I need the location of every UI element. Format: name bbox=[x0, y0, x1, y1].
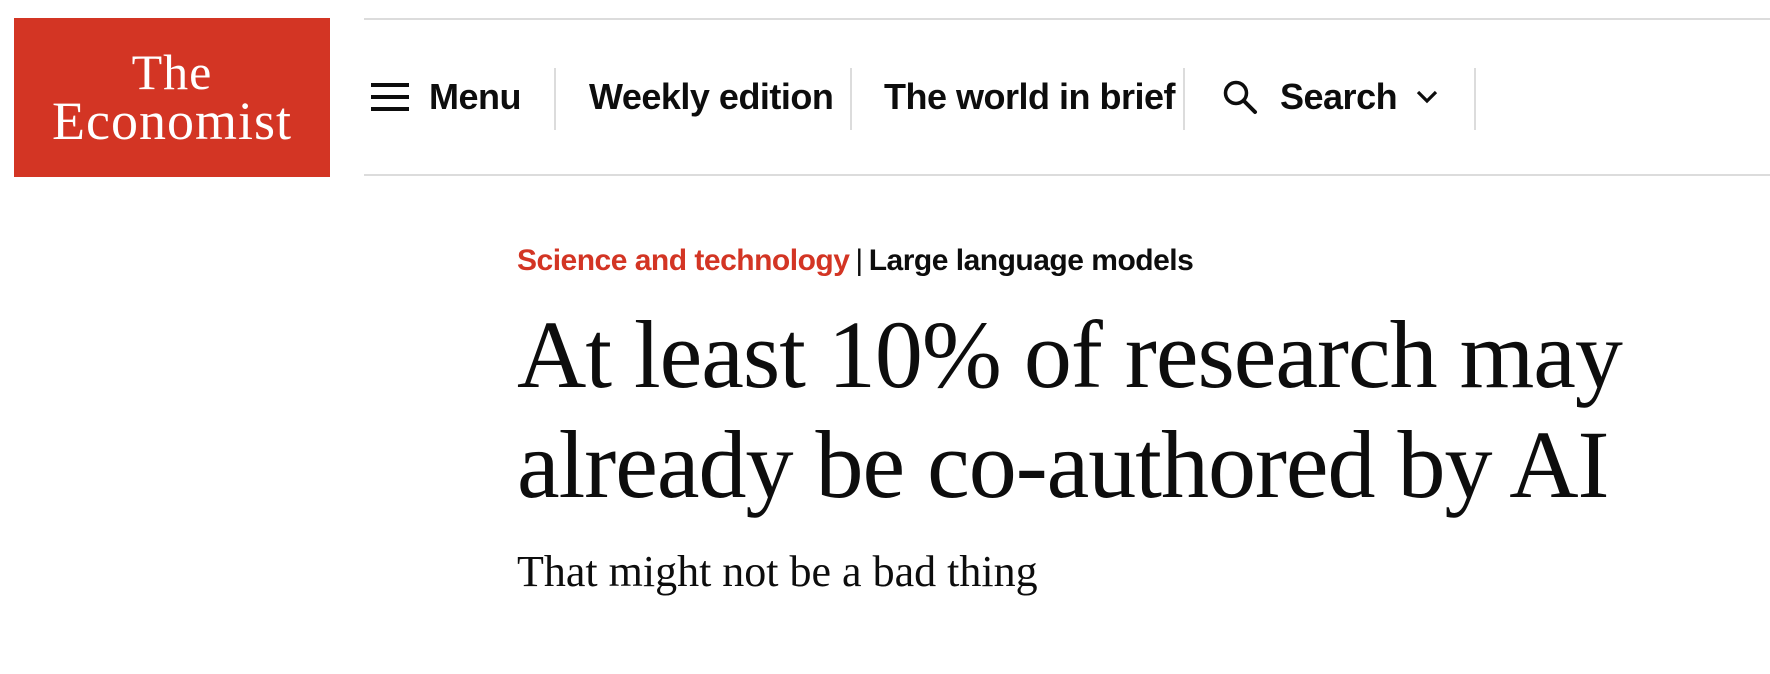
logo-line-economist: Economist bbox=[52, 90, 292, 151]
nav-divider bbox=[1474, 68, 1476, 130]
headline-line-2: already be co-authored by AI bbox=[517, 411, 1610, 518]
search-icon bbox=[1223, 80, 1257, 114]
weekly-edition-link[interactable]: Weekly edition bbox=[589, 76, 834, 117]
menu-label: Menu bbox=[429, 76, 522, 117]
top-navigation: Menu Weekly edition The world in brief S… bbox=[364, 18, 1770, 176]
chevron-down-icon bbox=[1416, 90, 1438, 104]
menu-icon bbox=[371, 83, 409, 111]
rubric-separator: | bbox=[855, 244, 863, 277]
headline-line-1: At least 10% of research may bbox=[517, 301, 1623, 408]
section-link[interactable]: Science and technology bbox=[517, 244, 850, 277]
article-header: Science and technology | Large language mo… bbox=[517, 240, 1757, 598]
headline: At least 10% of research may already be … bbox=[517, 300, 1757, 520]
article-rubric: Science and technology | Large language mo… bbox=[517, 240, 1757, 282]
menu-button[interactable]: Menu bbox=[371, 20, 522, 174]
nav-divider bbox=[850, 68, 852, 130]
search-label: Search bbox=[1280, 76, 1398, 117]
logo-line-the: The bbox=[131, 43, 213, 100]
nav-divider bbox=[554, 68, 556, 130]
economist-logo[interactable]: The Economist bbox=[14, 18, 330, 177]
world-in-brief-link[interactable]: The world in brief bbox=[884, 76, 1176, 117]
nav-divider bbox=[1183, 68, 1185, 130]
search-button[interactable]: Search bbox=[1222, 20, 1439, 174]
topic-label: Large language models bbox=[868, 244, 1194, 277]
subheadline: That might not be a bad thing bbox=[517, 547, 1038, 596]
